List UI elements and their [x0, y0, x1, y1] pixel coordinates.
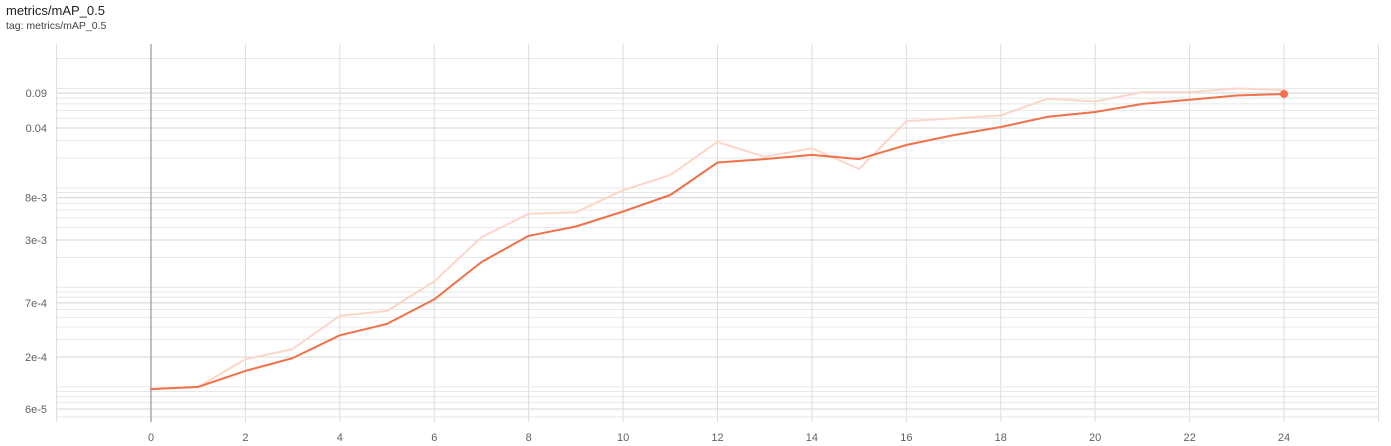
y-tick-label: 3e-3 — [25, 235, 47, 247]
x-tick-label: 0 — [148, 432, 154, 444]
x-tick-label: 12 — [711, 432, 723, 444]
last-point-marker — [1280, 89, 1288, 98]
chart-title: metrics/mAP_0.5 — [6, 3, 105, 18]
x-tick-label: 6 — [431, 432, 437, 444]
y-tick-label: 2e-4 — [25, 352, 47, 364]
x-tick-label: 18 — [995, 432, 1007, 444]
x-tick-label: 10 — [617, 432, 629, 444]
x-tick-label: 8 — [526, 432, 532, 444]
x-tick-label: 24 — [1278, 432, 1290, 444]
y-axis: 6e-5 2e-4 7e-4 3e-3 8e-3 0.04 0.09 — [25, 88, 47, 416]
smoothed-series-line — [150, 93, 1285, 391]
x-tick-label: 2 — [242, 432, 248, 444]
x-tick-label: 4 — [337, 432, 343, 444]
series-lines — [150, 87, 1288, 391]
raw-series-line — [150, 87, 1285, 391]
y-tick-label: 0.04 — [26, 123, 47, 135]
grid-lines — [56, 44, 1379, 422]
y-tick-label: 0.09 — [26, 88, 47, 100]
chart-tag: tag: metrics/mAP_0.5 — [6, 20, 107, 32]
x-tick-label: 20 — [1089, 432, 1101, 444]
y-tick-label: 7e-4 — [25, 298, 47, 310]
x-tick-label: 14 — [806, 432, 818, 444]
x-tick-label: 16 — [900, 432, 912, 444]
x-tick-label: 22 — [1183, 432, 1195, 444]
y-tick-label: 8e-3 — [25, 193, 47, 205]
x-axis: 0 2 4 6 8 10 12 14 16 18 20 22 24 — [148, 432, 1290, 444]
y-tick-label: 6e-5 — [25, 404, 47, 416]
